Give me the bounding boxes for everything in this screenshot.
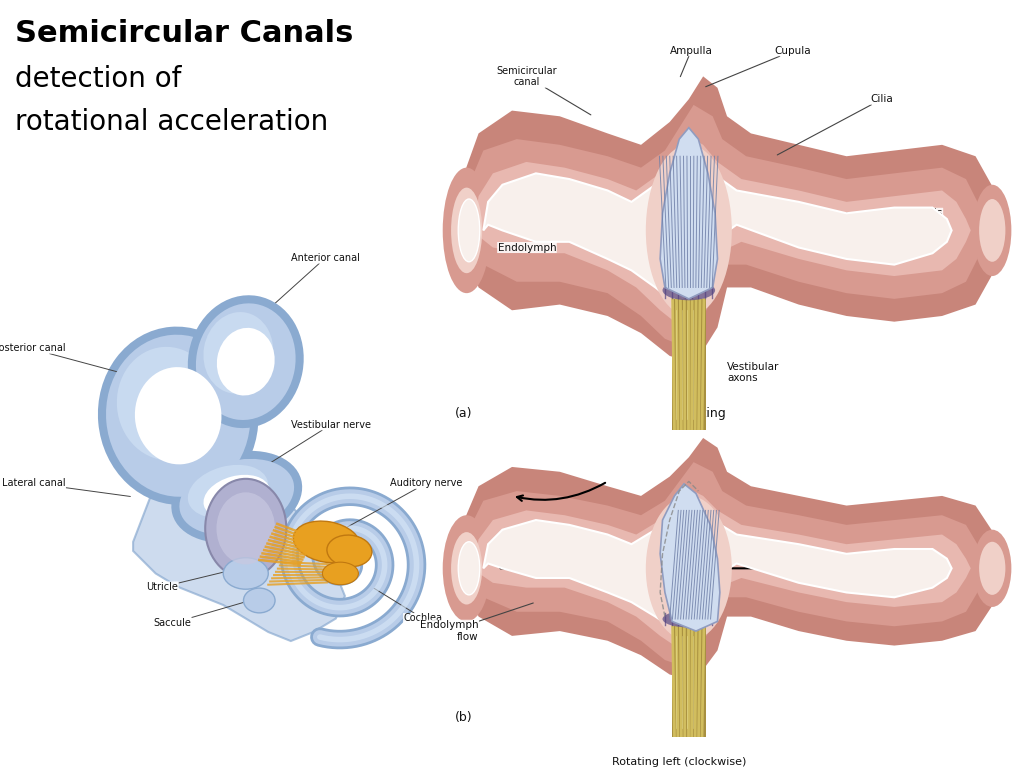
Text: Saccule: Saccule [154,601,248,628]
Text: Utricle: Utricle [146,570,234,592]
Ellipse shape [451,532,482,604]
Text: Semicircular Canals: Semicircular Canals [15,19,353,48]
Polygon shape [474,486,971,646]
Text: Vestibular
axons: Vestibular axons [727,362,779,383]
Polygon shape [133,379,345,641]
Ellipse shape [223,558,268,589]
Ellipse shape [204,312,273,394]
Ellipse shape [196,303,296,420]
Text: Posterior canal: Posterior canal [0,343,144,379]
Text: rotational acceleration: rotational acceleration [15,108,329,135]
Ellipse shape [442,167,490,293]
Text: Cochlea: Cochlea [375,588,442,624]
Ellipse shape [646,145,732,316]
Text: Rotating left (clockwise): Rotating left (clockwise) [612,756,746,766]
Ellipse shape [442,515,490,621]
Ellipse shape [973,185,1012,276]
Ellipse shape [187,295,304,428]
Ellipse shape [135,367,221,465]
Text: Hair cells: Hair cells [825,208,943,218]
Ellipse shape [979,541,1006,595]
Ellipse shape [204,475,270,519]
Polygon shape [483,145,951,299]
Polygon shape [474,134,971,322]
Text: Ampulla: Ampulla [670,45,713,77]
Ellipse shape [187,465,268,518]
Polygon shape [660,127,718,299]
Polygon shape [660,484,720,631]
Ellipse shape [216,492,275,564]
Text: (b): (b) [455,710,472,723]
Polygon shape [460,438,999,680]
Text: detection of: detection of [15,65,181,93]
Text: Anterior canal: Anterior canal [252,253,359,324]
Ellipse shape [106,335,250,497]
Ellipse shape [979,199,1006,262]
Text: Resting: Resting [680,407,726,420]
Text: Lateral canal: Lateral canal [2,478,130,496]
Ellipse shape [459,541,479,595]
Ellipse shape [205,478,287,578]
Ellipse shape [117,347,218,460]
Ellipse shape [171,451,302,543]
Text: Semicircular
canal: Semicircular canal [496,65,591,115]
Text: Endolymph: Endolymph [498,231,581,253]
Text: Ampulla: Ampulla [152,447,230,495]
Ellipse shape [217,328,274,396]
Ellipse shape [973,530,1012,607]
Ellipse shape [663,280,715,300]
Polygon shape [464,105,985,345]
Ellipse shape [646,496,732,641]
Polygon shape [483,496,951,626]
Ellipse shape [459,199,479,262]
Ellipse shape [451,187,482,273]
Text: (a): (a) [455,407,472,420]
Polygon shape [464,462,985,665]
Ellipse shape [327,535,372,567]
Text: Cupula: Cupula [706,45,811,87]
Ellipse shape [294,521,360,563]
Ellipse shape [98,326,258,505]
Ellipse shape [323,562,358,584]
Ellipse shape [179,458,294,535]
Polygon shape [672,626,706,737]
Ellipse shape [663,611,715,627]
Text: Cilia: Cilia [777,94,893,155]
Polygon shape [460,76,999,362]
Text: Endolymph
flow: Endolymph flow [420,603,534,642]
Ellipse shape [244,588,275,613]
Text: Auditory nerve: Auditory nerve [347,478,462,527]
Text: Vestibular nerve: Vestibular nerve [261,420,371,468]
Polygon shape [672,299,706,430]
